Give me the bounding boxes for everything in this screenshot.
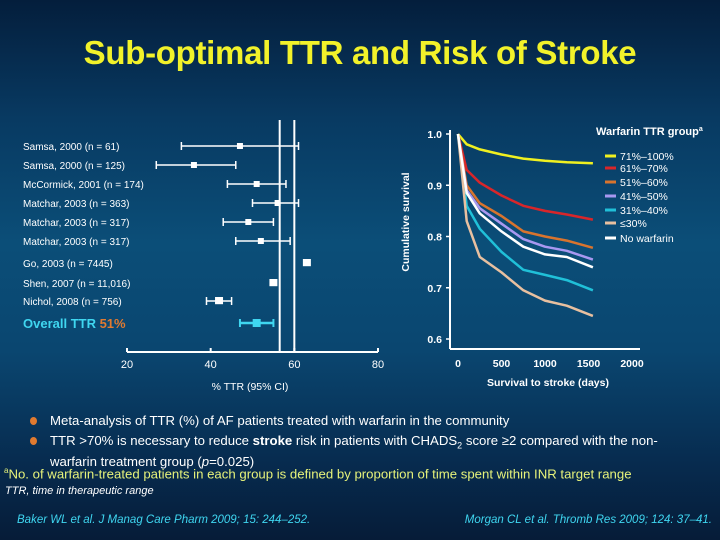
- estimate-marker: [274, 200, 281, 206]
- x-tick-label: 20: [121, 359, 133, 371]
- estimate-marker: [245, 219, 252, 225]
- y-tick-label: 0.9: [427, 180, 442, 192]
- bullet-dot: [30, 437, 37, 445]
- study-label: Matchar, 2003 (n = 363): [23, 199, 129, 210]
- legend-label: 71%–100%: [620, 151, 674, 163]
- x-tick-label: 500: [493, 358, 511, 370]
- text: =0.025): [209, 453, 255, 469]
- study-label: Go, 2003 (n = 7445): [23, 259, 113, 270]
- legend-title-text: Warfarin TTR group: [596, 126, 699, 138]
- reference-left: Baker WL et al. J Manag Care Pharm 2009;…: [17, 514, 311, 526]
- slide-title: Sub-optimal TTR and Risk of Stroke: [83, 34, 637, 71]
- legend-label: 31%–40%: [620, 205, 668, 217]
- x-tick-label: 40: [205, 359, 217, 371]
- x-tick-label: 2000: [620, 358, 644, 370]
- y-tick-label: 0.6: [427, 334, 442, 346]
- legend-title-sup: a: [699, 126, 703, 133]
- legend-label: 41%–50%: [620, 191, 668, 203]
- abbreviation-note: TTR, time in therapeutic range: [5, 485, 154, 497]
- overall-value: 51%: [100, 316, 126, 331]
- study-label: McCormick, 2001 (n = 174): [23, 180, 144, 191]
- study-label: Samsa, 2000 (n = 125): [23, 161, 125, 172]
- text-bold: stroke: [252, 433, 293, 448]
- series-line: [456, 133, 594, 269]
- estimate-marker: [236, 143, 243, 149]
- legend-label: ≤30%: [620, 218, 647, 230]
- study-label: Nichol, 2008 (n = 756): [23, 297, 122, 308]
- estimate-marker: [253, 181, 260, 187]
- series-line: [456, 133, 594, 318]
- estimate-marker: [257, 238, 264, 244]
- legend-label: No warfarin: [620, 233, 674, 245]
- x-axis-label: Survival to stroke (days): [487, 377, 609, 389]
- study-label: Shen, 2007 (n = 11,016): [23, 279, 130, 290]
- series-line: [456, 133, 594, 250]
- survival-chart: 0.6 0.7 0.8 0.9 1.0 0 500 1000 1500 2000 Survival …: [400, 126, 703, 389]
- subscript: 2: [457, 440, 463, 451]
- y-axis-label: Cumulative survival: [400, 172, 412, 271]
- study-label: Samsa, 2000 (n = 61): [23, 142, 119, 153]
- x-tick-label: 80: [372, 359, 384, 371]
- y-tick-label: 1.0: [427, 129, 442, 141]
- estimate-marker: [215, 297, 224, 305]
- legend-label: 51%–60%: [620, 177, 668, 189]
- y-tick-label: 0.8: [427, 232, 442, 244]
- estimate-marker: [269, 279, 278, 287]
- series-line: [456, 133, 594, 261]
- text-italic: p: [201, 453, 210, 469]
- forest-plot: 20 40 60 80 % TTR (95% CI) Samsa, 2000 (n = 6…: [23, 120, 384, 393]
- bullet-1: Meta-analysis of TTR (%) of AF patients …: [50, 413, 510, 428]
- reference-right: Morgan CL et al. Thromb Res 2009; 124: 3…: [464, 514, 712, 526]
- x-tick-label: 60: [288, 359, 300, 371]
- footnote: aNo. of warfarin-treated patients in eac…: [4, 466, 632, 481]
- study-label: Matchar, 2003 (n = 317): [23, 218, 129, 229]
- series-line: [456, 133, 594, 292]
- series-line: [457, 133, 593, 165]
- legend-label: 61%–70%: [620, 163, 668, 175]
- overall-label-text: Overall TTR: [23, 316, 100, 331]
- x-tick-label: 1000: [533, 358, 557, 370]
- text: score ≥2 compared with the non-: [462, 433, 658, 448]
- text: warfarin treatment group (: [50, 453, 202, 469]
- legend-title: Warfarin TTR groupa: [596, 126, 703, 138]
- estimate-marker: [190, 162, 197, 168]
- bullet-dot: [30, 417, 37, 425]
- superscript: a: [4, 466, 9, 475]
- bullet-2: TTR >70% is necessary to reduce stroke r…: [50, 433, 658, 469]
- text: TTR >70% is necessary to reduce: [50, 433, 253, 448]
- series-line: [456, 133, 594, 221]
- study-label: Matchar, 2003 (n = 317): [23, 237, 129, 248]
- x-tick-label: 0: [455, 358, 461, 370]
- overall-marker: [252, 319, 261, 327]
- text: risk in patients with CHADS: [292, 433, 458, 448]
- estimate-marker: [302, 259, 311, 267]
- y-tick-label: 0.7: [427, 283, 442, 295]
- text: No. of warfarin-treated patients in each…: [8, 466, 632, 482]
- overall-label: Overall TTR 51%: [23, 316, 126, 331]
- x-axis-label: % TTR (95% CI): [212, 381, 289, 393]
- x-tick-label: 1500: [577, 358, 601, 370]
